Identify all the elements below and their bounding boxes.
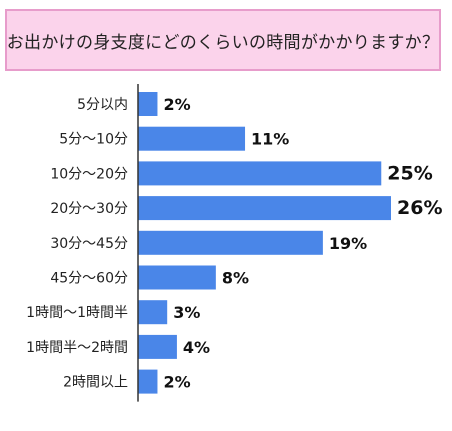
bars-group bbox=[138, 92, 391, 394]
value-label-2: 25% bbox=[387, 162, 432, 184]
value-label-4: 19% bbox=[329, 234, 367, 253]
value-label-0: 2% bbox=[163, 95, 190, 114]
value-label-3: 26% bbox=[397, 197, 442, 219]
bar-7 bbox=[138, 334, 177, 359]
bar-8 bbox=[138, 369, 158, 394]
category-label-2: 10分～20分 bbox=[50, 166, 128, 182]
bar-3 bbox=[138, 196, 391, 221]
title-box: お出かけの身支度にどのくらいの時間がかかりますか？ bbox=[5, 9, 441, 71]
value-label-1: 11% bbox=[251, 130, 289, 149]
value-label-7: 4% bbox=[183, 338, 210, 357]
category-label-3: 20分～30分 bbox=[50, 201, 128, 217]
bar-5 bbox=[138, 265, 216, 290]
bar-0 bbox=[138, 92, 158, 116]
category-label-0: 5分以内 bbox=[77, 97, 128, 113]
category-label-4: 30分～45分 bbox=[50, 236, 128, 252]
category-labels-group: 5分以内 5分～10分 10分～20分 20分～30分 30分～45分 45分～60分 1時… bbox=[26, 97, 128, 391]
bar-2 bbox=[138, 161, 382, 186]
chart-title: お出かけの身支度にどのくらいの時間がかかりますか？ bbox=[6, 32, 440, 53]
category-label-7: 1時間半～2時間 bbox=[26, 340, 128, 356]
bar-1 bbox=[138, 126, 246, 151]
category-label-1: 5分～10分 bbox=[59, 132, 128, 148]
bar-4 bbox=[138, 230, 323, 255]
value-label-6: 3% bbox=[173, 303, 200, 322]
category-label-5: 45分～60分 bbox=[50, 271, 128, 287]
category-label-6: 1時間～1時間半 bbox=[26, 305, 128, 321]
value-label-5: 8% bbox=[222, 269, 249, 288]
value-labels-group: 2% 11% 25% 26% 19% 8% 3% 4% 2% bbox=[163, 95, 442, 392]
category-label-8: 2時間以上 bbox=[63, 375, 128, 391]
value-label-8: 2% bbox=[163, 373, 190, 392]
bar-6 bbox=[138, 300, 168, 325]
